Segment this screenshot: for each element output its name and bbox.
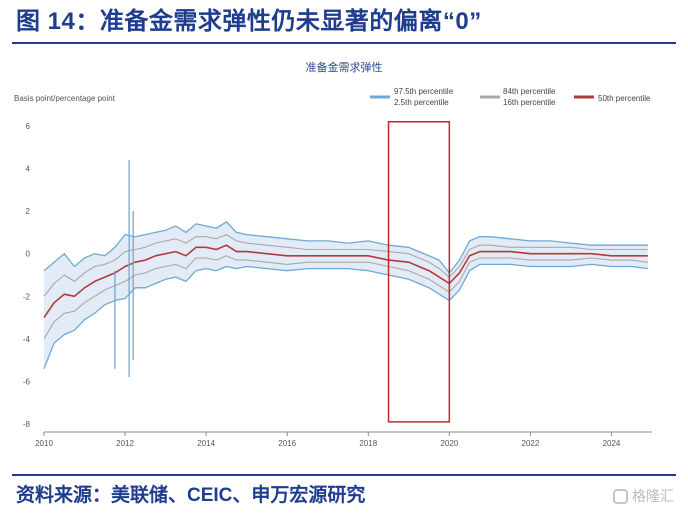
y-tick-label: -6 [23, 377, 31, 386]
x-ticks: 2010 2012 2014 2016 2018 2020 2022 2024 [35, 431, 652, 448]
legend-label-97-5: 97.5th percentile [394, 87, 454, 96]
x-tick-label: 2016 [278, 439, 296, 448]
series-line-97-5 [43, 221, 648, 274]
plot-area [43, 120, 648, 423]
figure-title: 图 14：准备金需求弹性仍未显著的偏离“0” [16, 8, 482, 35]
x-tick-label: 2022 [522, 439, 540, 448]
y-axis-label: Basis point/percentage point [14, 94, 116, 103]
y-tick-label: -2 [23, 292, 31, 301]
legend: 97.5th percentile 2.5th percentile 84th … [370, 87, 651, 107]
x-tick-label: 2024 [603, 439, 621, 448]
series-line-84 [43, 234, 648, 297]
legend-label-2-5: 2.5th percentile [394, 98, 449, 107]
chart: 准备金需求弹性 Basis point/percentage point 97.… [14, 60, 652, 448]
series-line-2-5 [43, 263, 648, 369]
confidence-band [44, 221, 648, 369]
x-tick-label: 2012 [116, 439, 134, 448]
legend-label-16: 16th percentile [503, 98, 556, 107]
x-tick-label: 2010 [35, 439, 53, 448]
legend-label-50: 50th percentile [598, 94, 651, 103]
x-tick-label: 2020 [440, 439, 458, 448]
x-tick-label: 2018 [359, 439, 377, 448]
watermark: 格隆汇 [613, 486, 674, 506]
y-tick-label: -8 [23, 420, 31, 429]
y-tick-label: 6 [26, 122, 31, 131]
series-line-16 [43, 255, 648, 340]
series-line-50 [43, 244, 648, 319]
watermark-logo-icon [613, 488, 628, 504]
title-rule [12, 42, 676, 44]
y-tick-label: 4 [26, 165, 31, 174]
footer-rule [12, 474, 676, 476]
y-tick-label: 2 [26, 207, 31, 216]
highlight-box [387, 120, 451, 423]
y-ticks: 6 4 2 0 -2 -4 -6 -8 [23, 122, 31, 429]
y-tick-label: 0 [26, 250, 31, 259]
legend-label-84: 84th percentile [503, 87, 556, 96]
x-tick-label: 2014 [197, 439, 215, 448]
source-note: 资料来源：美联储、CEIC、申万宏源研究 [16, 485, 366, 506]
chart-subtitle: 准备金需求弹性 [306, 60, 383, 74]
watermark-text: 格隆汇 [632, 488, 674, 504]
y-tick-label: -4 [23, 335, 31, 344]
